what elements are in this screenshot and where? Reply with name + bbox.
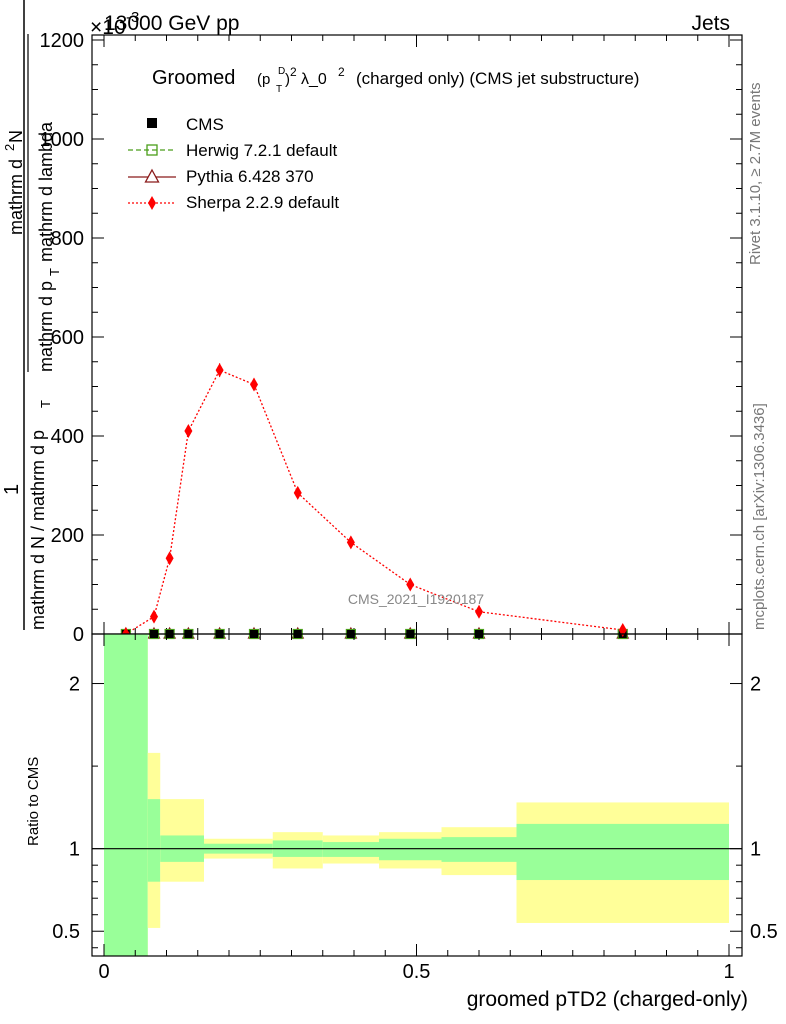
ylabel-bottom-sub: T [47,268,62,276]
title-main: Groomed [152,67,235,89]
x-tick-label: 0 [98,961,109,983]
sherpa-line [125,369,623,635]
y-tick-label: 600 [51,327,84,349]
legend-item-cms: CMS [147,115,224,134]
title-sup: D [278,66,285,77]
y-tick-label: 1200 [40,30,85,52]
legend-label-herwig: Herwig 7.2.1 default [186,141,337,160]
title-sub: T [276,84,282,95]
y-tick-label: 1000 [40,129,85,151]
title-lambda: λ_0 [301,71,327,88]
ratio-band-inner [441,837,517,862]
ratio-y-tick-label-left: 2 [69,674,80,696]
main-plot-panel: 0 200 400 600 800 1000 1200 [40,30,743,646]
y-tick-label: 200 [51,525,84,547]
exponent-label: ×10 [90,16,126,39]
ratio-frame [91,633,743,957]
sherpa-point [250,377,258,392]
title-sq: 2 [290,65,297,79]
legend: CMS Herwig 7.2.1 default Pythia 6.428 37… [128,115,339,212]
y-tick-label: 800 [51,228,84,250]
sherpa-point [406,577,415,592]
ratio-band-inner [379,838,442,861]
sherpa-point [475,604,483,619]
ratio-plot-panel: 0.5 0.5 1 1 2 2 0 0.5 1 [52,633,778,983]
rivet-label: Rivet 3.1.10, ≥ 2.7M events [747,83,764,266]
ylabel-bottom-rest: mathrm d lambda [36,121,56,262]
ylabel-top-n: N [6,130,26,143]
ylabel-top-super: 2 [2,144,17,151]
legend-label-sherpa: Sherpa 2.2.9 default [186,193,339,212]
watermark: CMS_2021_I1920187 [348,591,484,607]
header-left: 13000 GeV pp [104,12,239,35]
title-tail: (charged only) (CMS jet substructure) [356,69,639,88]
legend-label-cms: CMS [186,115,224,134]
ylabel-top: mathrm d [6,159,26,235]
title-rest: ) [285,71,290,88]
ratio-band-inner [516,823,729,881]
ylabel-bottom: mathrm d p [36,281,56,372]
sherpa-point [346,535,355,550]
y-tick-label: 0 [73,624,84,646]
ratio-y-tick-label-left: 1 [69,839,80,861]
ratio-axis-ticks: 0.5 0.5 1 1 2 2 0 0.5 1 [52,634,778,983]
sherpa-point [184,424,193,439]
y-axis-label: 1 mathrm d N / mathrm d p T mathrm d 2 N… [1,0,62,630]
y-tick-label: 400 [51,426,84,448]
title-lambda-sq: 2 [338,65,345,79]
ratio-y-axis-label: Ratio to CMS [25,757,42,846]
legend-marker-cms [147,118,157,128]
legend-marker-herwig [146,144,158,156]
ylabel-outer-den: mathrm d N / mathrm d p [28,430,48,630]
sherpa-point [293,485,302,500]
ratio-y-tick-label-right: 1 [750,839,761,861]
legend-item-pythia: Pythia 6.428 370 [128,167,314,186]
header-right: Jets [691,12,730,35]
ylabel-outer-num: 1 [1,484,23,495]
plot-title: Groomed (p D T ) 2 λ_0 2 (charged only) … [152,65,639,95]
ratio-y-tick-label-right: 2 [750,674,761,696]
legend-marker-sherpa [148,196,156,210]
x-tick-label: 0.5 [403,961,431,983]
legend-label-pythia: Pythia 6.428 370 [186,167,314,186]
x-axis-label: groomed pTD2 (charged-only) [467,988,748,1011]
mcplots-label: mcplots.cern.ch [arXiv:1306.3436] [751,403,768,630]
x-tick-label: 1 [723,961,734,983]
ylabel-outer-den-sub: T [38,400,53,408]
ratio-band-inner [104,634,148,956]
legend-marker-pythia [144,168,160,183]
exponent-power: -3 [126,9,139,26]
legend-item-herwig: Herwig 7.2.1 default [128,141,337,160]
legend-item-sherpa: Sherpa 2.2.9 default [128,193,339,212]
ratio-band-inner [147,799,161,882]
sherpa-point [215,363,224,378]
sherpa-point [165,551,174,566]
ratio-band-inner [322,842,379,857]
ratio-bands-layer [92,634,742,956]
main-axis-ticks: 0 200 400 600 800 1000 1200 [40,30,742,646]
ratio-y-tick-label-left: 0.5 [52,921,80,943]
ratio-y-tick-label-right: 0.5 [750,921,778,943]
sherpa-point [150,609,158,624]
title-formula: (p [257,71,270,88]
